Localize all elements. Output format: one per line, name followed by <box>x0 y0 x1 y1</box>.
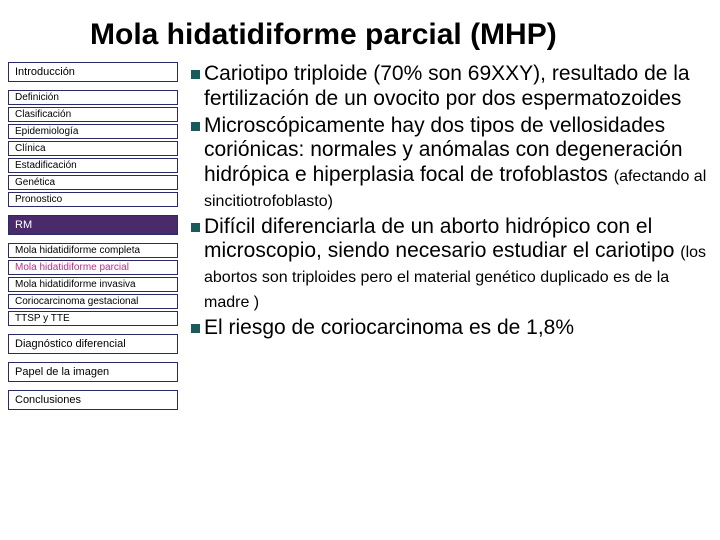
sidebar-item-rm: RM <box>8 215 178 235</box>
bullet-item-2: Microscópicamente hay dos tipos de vello… <box>186 114 710 213</box>
sidebar-item-diagnostico: Diagnóstico diferencial <box>8 334 178 354</box>
sidebar-item-estadificacion: Estadificación <box>8 158 178 173</box>
sidebar-item-ttsp: TTSP y TTE <box>8 311 178 326</box>
sidebar-item-mola-invasiva: Mola hidatidiforme invasiva <box>8 277 178 292</box>
bullet-text-3-main: Difícil diferenciarla de un aborto hidró… <box>204 215 680 263</box>
sidebar-item-mola-parcial: Mola hidatidiforme parcial <box>8 260 178 275</box>
sidebar-item-intro: Introducción <box>8 62 178 82</box>
content-area: Cariotipo triploide (70% son 69XXY), res… <box>186 62 710 342</box>
sidebar-item-conclusiones: Conclusiones <box>8 390 178 410</box>
bullet-item-4: El riesgo de coriocarcinoma es de 1,8% <box>186 316 710 341</box>
sidebar-nav: Introducción Definición Clasificación Ep… <box>8 62 178 412</box>
sidebar-item-clinica: Clínica <box>8 141 178 156</box>
sidebar-item-epidemiologia: Epidemiología <box>8 124 178 139</box>
bullet-text-4: El riesgo de coriocarcinoma es de 1,8% <box>204 316 710 341</box>
slide-title: Mola hidatidiforme parcial (MHP) <box>90 18 557 52</box>
sidebar-item-definicion: Definición <box>8 90 178 105</box>
sidebar-item-clasificacion: Clasificación <box>8 107 178 122</box>
sidebar-item-coriocarcinoma: Coriocarcinoma gestacional <box>8 294 178 309</box>
bullet-text-1: Cariotipo triploide (70% son 69XXY), res… <box>204 62 710 112</box>
sidebar-item-pronostico: Pronostico <box>8 192 178 207</box>
bullet-text-2: Microscópicamente hay dos tipos de vello… <box>204 114 710 213</box>
bullet-icon <box>186 114 204 131</box>
bullet-text-3: Difícil diferenciarla de un aborto hidró… <box>204 215 710 314</box>
bullet-item-3: Difícil diferenciarla de un aborto hidró… <box>186 215 710 314</box>
bullet-text-2-main: Microscópicamente hay dos tipos de vello… <box>204 114 683 187</box>
sidebar-item-mola-completa: Mola hidatidiforme completa <box>8 243 178 258</box>
bullet-icon <box>186 215 204 232</box>
sidebar-item-papel: Papel de la imagen <box>8 362 178 382</box>
sidebar-item-genetica: Genética <box>8 175 178 190</box>
bullet-icon <box>186 62 204 79</box>
bullet-icon <box>186 316 204 333</box>
bullet-item-1: Cariotipo triploide (70% son 69XXY), res… <box>186 62 710 112</box>
